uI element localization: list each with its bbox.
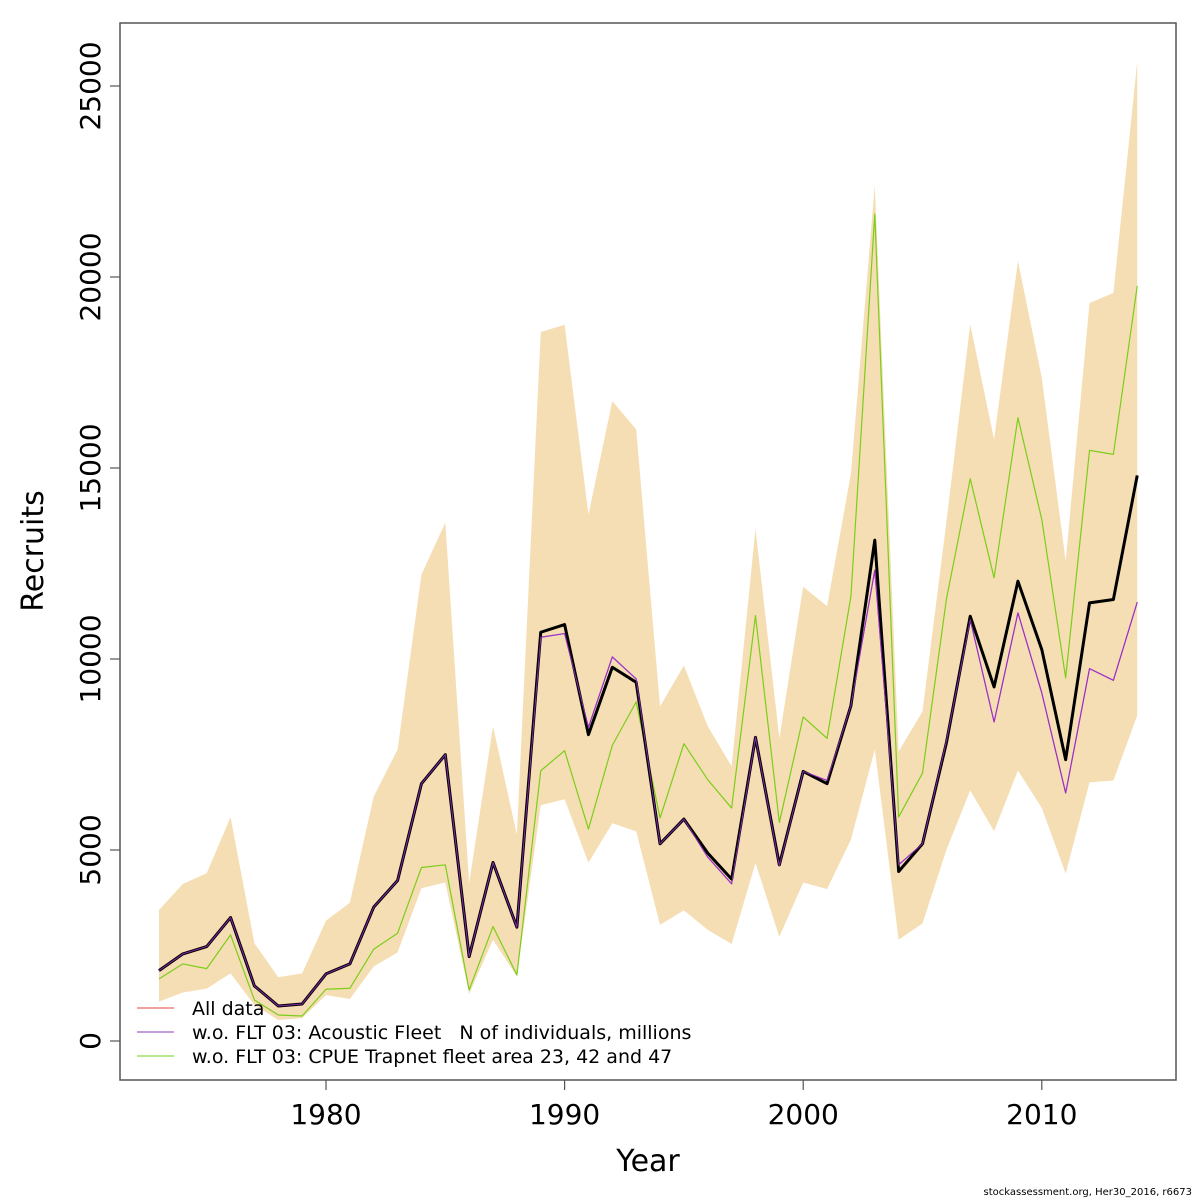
legend-label-all-data: All data [192,998,264,1020]
plot-frame [119,22,1177,1081]
y-axis-title: Recruits [16,490,51,612]
x-tick-label: 1990 [529,1098,600,1131]
y-tick-label: 15000 [74,423,107,512]
legend-item: w.o. FLT 03: CPUE Trapnet fleet area 23,… [137,1046,672,1068]
y-axis: 0 5000 10000 15000 20000 25000 [74,41,120,1050]
x-axis: 1980 1990 2000 2010 [290,1080,1077,1131]
x-axis-title: Year [615,1144,680,1179]
legend-label-cpue-trapnet: w.o. FLT 03: CPUE Trapnet fleet area 23,… [192,1046,672,1068]
footer-credit: stockassessment.org, Her30_2016, r6673 [983,1187,1192,1198]
y-tick-label: 5000 [74,814,107,885]
x-tick-label: 1980 [290,1098,361,1131]
y-tick-label: 25000 [74,41,107,130]
y-tick-label: 0 [74,1032,107,1050]
confidence-band [158,61,1138,1020]
y-tick-label: 20000 [74,232,107,321]
series-layer [158,213,1139,1017]
confidence-band-layer [158,61,1138,1020]
legend-item: w.o. FLT 03: Acoustic Fleet N of individ… [137,1022,691,1044]
legend-label-acoustic-fleet: w.o. FLT 03: Acoustic Fleet N of individ… [192,1022,691,1044]
y-tick-label: 10000 [74,614,107,703]
legend: All data w.o. FLT 03: Acoustic Fleet N o… [137,998,691,1068]
legend-item: All data [137,998,264,1020]
x-tick-label: 2000 [768,1098,839,1131]
x-tick-label: 2010 [1006,1098,1077,1131]
series-line-acoustic-fleet-overlay [158,569,1138,1007]
